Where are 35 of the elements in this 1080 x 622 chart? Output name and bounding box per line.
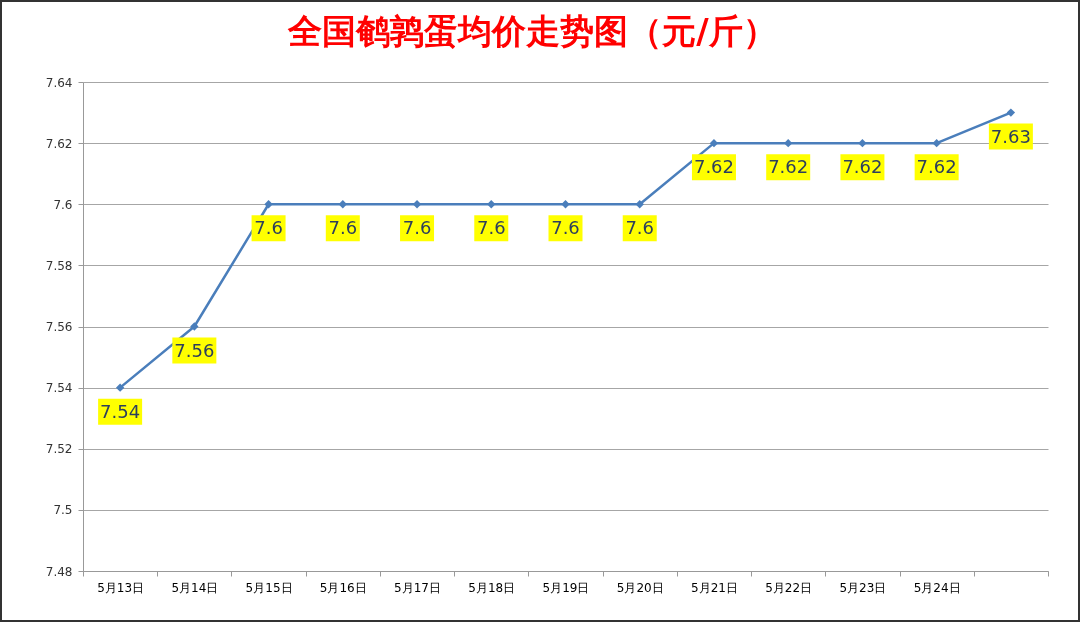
x-tick-label: 5月14日 [171,580,219,595]
x-tick-label: 5月21日 [691,580,738,595]
x-tick-label: 5月15日 [245,580,293,595]
point [1006,108,1016,117]
x-tick-label: 5月23日 [839,580,887,595]
y-tick-label: 7.62 [45,136,73,151]
point [709,138,719,148]
x-tick-label: 5月20日 [616,580,664,595]
x-tick-label: 5月16日 [319,580,367,595]
x-tick-label: 5月18日 [468,580,516,595]
point [858,138,867,148]
y-tick-label: 7.54 [45,381,73,396]
x-tick-label: 5月22日 [765,580,813,595]
x-tick-label: 5月17日 [394,580,441,595]
y-tick-label: 7.64 [45,75,73,90]
point [932,138,941,148]
point [412,200,422,209]
point [115,383,125,392]
y-tick-label: 7.58 [45,258,73,273]
x-tick-label: 5月13日 [97,580,145,595]
point [784,138,793,148]
y-tick-label: 7.6 [53,197,73,212]
point [635,200,644,209]
point [487,200,496,209]
x-tick-label: 5月24日 [913,580,961,595]
y-tick-label: 7.52 [45,442,73,457]
y-tick-label: 7.48 [45,564,73,579]
point [338,200,347,209]
point [561,200,570,209]
x-tick-label: 5月19日 [542,580,590,595]
y-tick-label: 7.56 [45,320,73,334]
point [264,200,273,209]
point [190,322,199,331]
y-tick-label: 7.5 [53,503,73,518]
chart-title: 全国鹌鹑蛋均价走势图（元/斤） [287,11,777,51]
